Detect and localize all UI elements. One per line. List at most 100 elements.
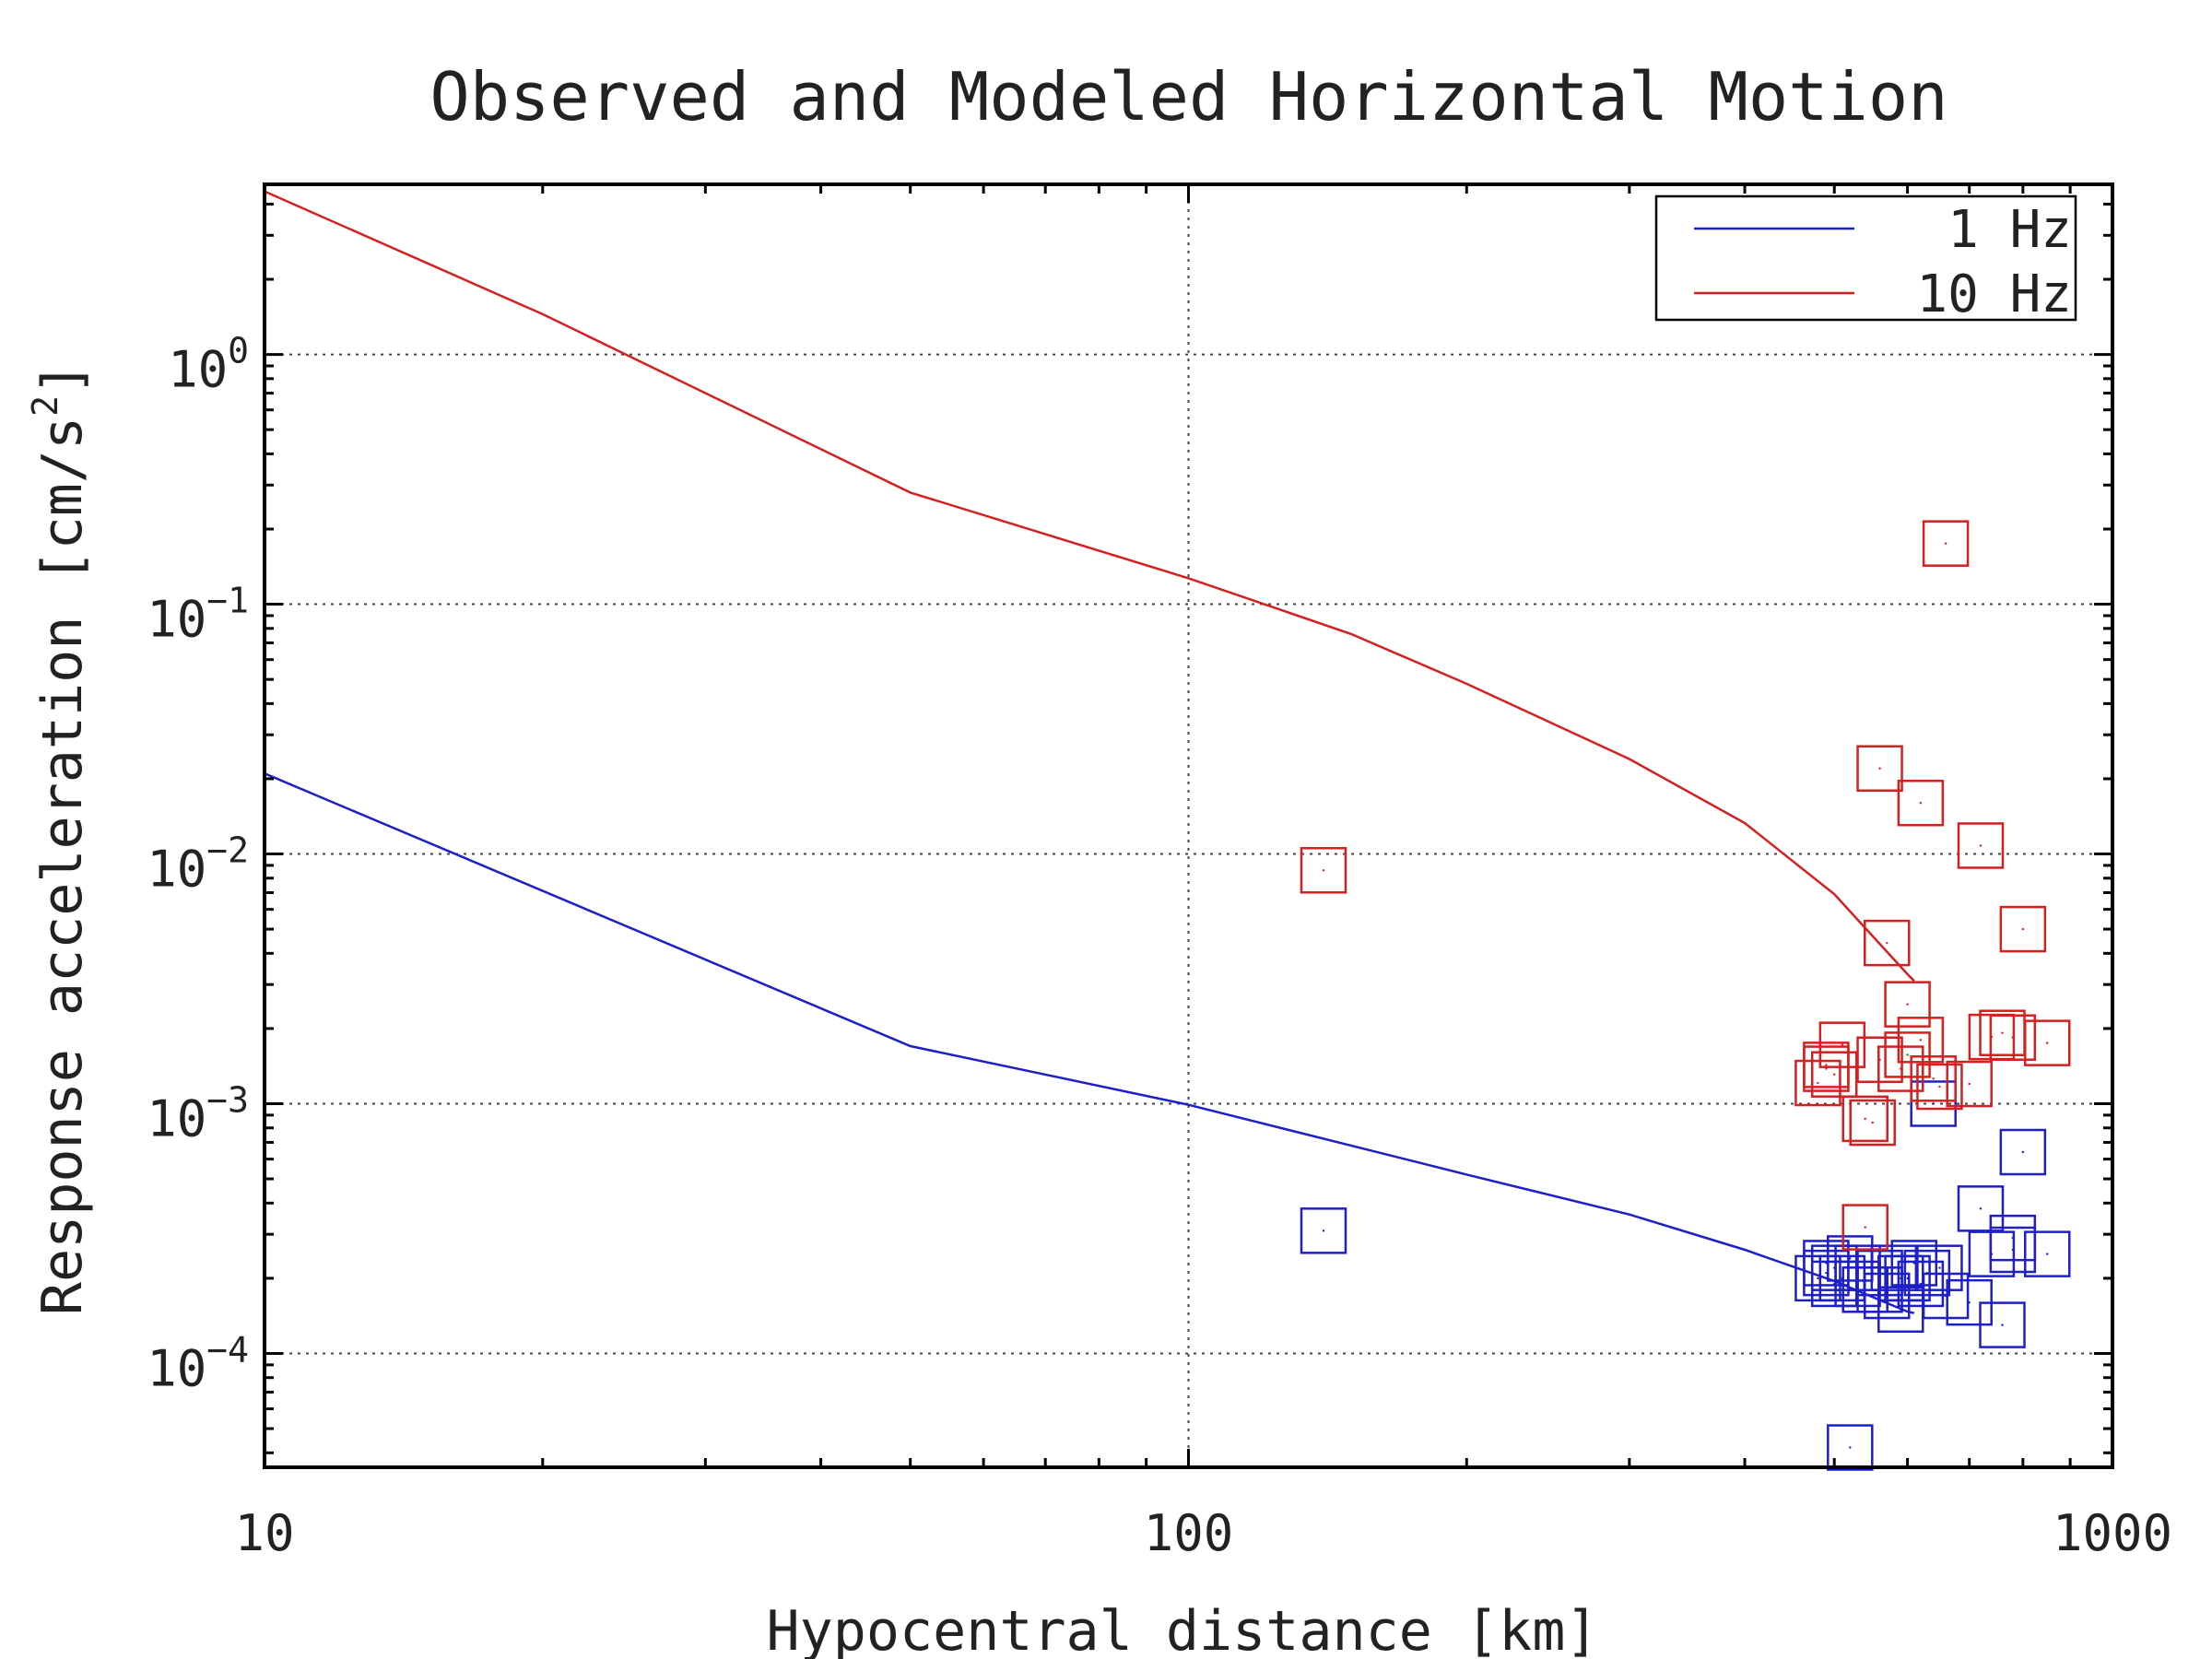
observed-point-1hz — [1910, 1080, 1957, 1127]
y-axis-label: Response acceleration [cm/s2] — [25, 362, 95, 1315]
observed-point-1hz — [1897, 1260, 1945, 1308]
observed-point-1hz — [1979, 1301, 2026, 1348]
observed-point-center-10hz — [1979, 844, 1983, 847]
observed-point-1hz — [2023, 1230, 2071, 1277]
observed-point-center-10hz — [1833, 1073, 1836, 1076]
observed-point-center-1hz — [2046, 1253, 2049, 1255]
observed-point-center-10hz — [1817, 1081, 1819, 1085]
y-tick-base: 10 — [168, 341, 228, 399]
observed-point-center-1hz — [1968, 1300, 1971, 1304]
observed-point-10hz — [1818, 1021, 1866, 1068]
y-tick-exponent: −4 — [206, 1329, 249, 1370]
x-axis-label: Hypocentral distance [km] — [766, 1599, 1598, 1659]
observed-point-10hz — [1922, 520, 1970, 567]
observed-point-center-10hz — [1919, 802, 1923, 805]
observed-point-center-1hz — [1938, 1266, 1941, 1269]
y-tick-label: 10−1 — [147, 581, 249, 649]
observed-point-1hz — [1794, 1254, 1841, 1302]
observed-point-center-10hz — [1906, 1003, 1909, 1006]
observed-point-center-10hz — [1864, 1226, 1866, 1229]
observed-point-10hz — [1989, 1014, 2037, 1061]
observed-point-10hz — [1884, 981, 1931, 1028]
observed-point-center-10hz — [1932, 1077, 1935, 1080]
observed-point-center-1hz — [1825, 1271, 1828, 1275]
observed-point-center-10hz — [1919, 1039, 1923, 1041]
observed-point-1hz — [1300, 1207, 1347, 1254]
y-tick-base: 10 — [147, 841, 206, 899]
observed-point-1hz — [1989, 1226, 2037, 1274]
observed-point-10hz — [1877, 1045, 1924, 1092]
legend-label-10hz: 10 Hz — [1916, 265, 2072, 324]
y-tick-label: 10−2 — [147, 830, 249, 899]
legend-label-1hz: 1 Hz — [1947, 200, 2072, 260]
observed-point-center-10hz — [1322, 869, 1325, 872]
observed-point-center-1hz — [1900, 1277, 1902, 1280]
observed-point-1hz — [1856, 1266, 1903, 1313]
observed-point-center-10hz — [2046, 1041, 2049, 1044]
observed-point-1hz — [1999, 1128, 2047, 1176]
observed-point-center-1hz — [1979, 1207, 1983, 1210]
observed-point-10hz — [1897, 1017, 1945, 1064]
observed-point-center-1hz — [1322, 1230, 1325, 1232]
observed-point-center-10hz — [1878, 767, 1881, 770]
y-tick-exponent: −2 — [206, 830, 249, 871]
observed-point-center-10hz — [1825, 1064, 1828, 1066]
y-axis-label-exponent: 2 — [25, 395, 65, 417]
observed-point-center-10hz — [1944, 542, 1947, 545]
observed-point-10hz — [1803, 1045, 1850, 1092]
observed-point-10hz — [1300, 847, 1347, 894]
observed-point-center-1hz — [1906, 1277, 1909, 1280]
legend-box — [1654, 194, 2077, 322]
observed-point-center-10hz — [2001, 1031, 2004, 1034]
observed-point-10hz — [1864, 919, 1911, 967]
observed-point-center-1hz — [1817, 1277, 1819, 1280]
observed-point-10hz — [1856, 745, 1903, 792]
observed-point-10hz — [1841, 1095, 1888, 1143]
observed-point-center-10hz — [1900, 1067, 1902, 1070]
observed-point-1hz — [1890, 1240, 1938, 1287]
observed-point-center-10hz — [1871, 1121, 1874, 1124]
observed-point-center-10hz — [1841, 1043, 1844, 1046]
observed-point-center-10hz — [1825, 1067, 1828, 1070]
observed-point-10hz — [2023, 1019, 2071, 1066]
observed-point-10hz — [1856, 1036, 1903, 1084]
observed-point-10hz — [1810, 1051, 1858, 1098]
x-tick-label: 100 — [1144, 1504, 1234, 1562]
observed-point-10hz — [1849, 1099, 1896, 1147]
observed-point-10hz — [1999, 905, 2047, 953]
observed-point-center-10hz — [1886, 941, 1888, 945]
x-tick-label: 10 — [234, 1504, 294, 1562]
observed-point-1hz — [1916, 1244, 1963, 1291]
observed-point-center-1hz — [2021, 1150, 2025, 1154]
y-tick-base: 10 — [147, 591, 206, 649]
y-tick-base: 10 — [147, 1339, 206, 1397]
y-tick-base: 10 — [147, 1089, 206, 1147]
observed-point-center-1hz — [2011, 1248, 2015, 1252]
observed-point-10hz — [1916, 1063, 1963, 1111]
y-tick-label: 10−3 — [147, 1079, 249, 1147]
y-tick-label: 100 — [168, 331, 249, 399]
observed-point-10hz — [1897, 779, 1945, 827]
observed-point-center-10hz — [1864, 1117, 1866, 1121]
observed-point-center-10hz — [2021, 927, 2025, 931]
observed-point-10hz — [1946, 1060, 1993, 1108]
observed-point-center-1hz — [1919, 1282, 1923, 1286]
observed-point-10hz — [1884, 1031, 1931, 1078]
observed-point-1hz — [1877, 1254, 1924, 1302]
plot-series — [264, 190, 2071, 1471]
observed-point-10hz — [1910, 1055, 1957, 1102]
observed-point-center-10hz — [1968, 1082, 1971, 1086]
observed-point-1hz — [1827, 1424, 1874, 1471]
observed-point-center-1hz — [1932, 1102, 1935, 1105]
chart-title: Observed and Modeled Horizontal Motion — [429, 58, 1947, 135]
grid — [265, 184, 2112, 1467]
observed-point-10hz — [1957, 822, 2005, 869]
model-line-10hz — [264, 190, 1915, 982]
observed-point-1hz — [1957, 1185, 2005, 1232]
y-tick-exponent: −3 — [206, 1079, 249, 1120]
observed-point-center-10hz — [2011, 1036, 2015, 1039]
observed-point-10hz — [1794, 1059, 1841, 1107]
